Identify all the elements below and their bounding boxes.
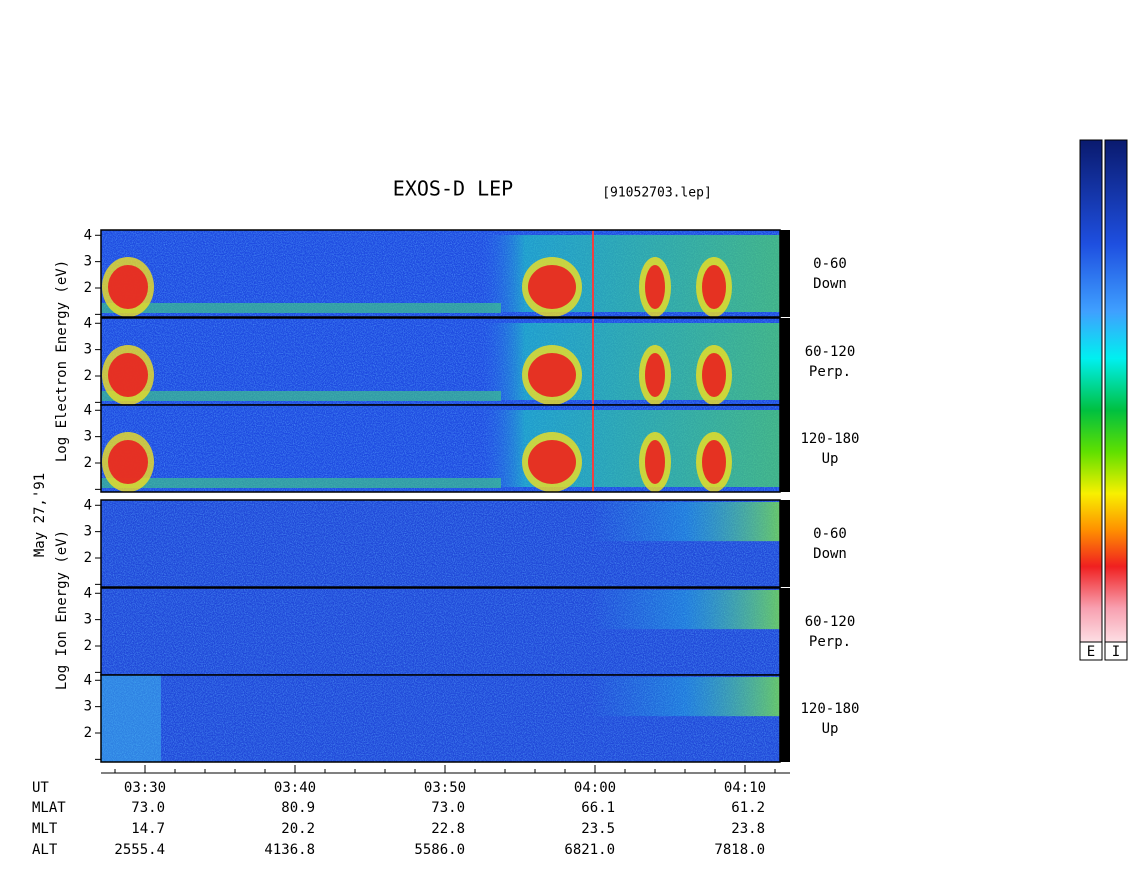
ephemeris-value: 80.9 bbox=[281, 800, 315, 816]
y-tick-label: 3 bbox=[84, 429, 92, 445]
colorbar bbox=[1079, 139, 1103, 661]
time-tick-label: 03:30 bbox=[124, 780, 166, 796]
y-tick-label: 4 bbox=[84, 585, 92, 601]
spectrogram-feature bbox=[480, 323, 780, 400]
y-tick-label: 3 bbox=[84, 524, 92, 540]
spectrogram-feature bbox=[590, 502, 780, 542]
spectrogram-feature bbox=[645, 440, 665, 484]
panel-frame bbox=[100, 404, 781, 493]
chart-title: EXOS-D LEP bbox=[393, 177, 513, 201]
y-tick-label: 2 bbox=[84, 725, 92, 741]
spectrogram-feature bbox=[101, 478, 501, 488]
panel-direction: Down bbox=[813, 546, 847, 562]
time-tick-label: 04:10 bbox=[724, 780, 766, 796]
y-tick-label: 2 bbox=[84, 638, 92, 654]
panel-direction: Perp. bbox=[809, 364, 851, 380]
colorbar-label-box bbox=[1104, 641, 1128, 661]
ephemeris-value: 61.2 bbox=[731, 800, 765, 816]
spectrogram-feature bbox=[108, 353, 148, 397]
panel-frame bbox=[100, 229, 781, 318]
ephemeris-value: 23.5 bbox=[581, 821, 615, 837]
spectrogram-feature bbox=[590, 590, 780, 630]
panel-edge bbox=[780, 318, 790, 405]
y-tick-label: 4 bbox=[84, 227, 92, 243]
panel-angle: 0-60 bbox=[813, 256, 847, 272]
panel-edge bbox=[780, 405, 790, 492]
spectrogram-feature bbox=[645, 353, 665, 397]
spectrogram-feature bbox=[528, 440, 576, 484]
y-tick-label: 3 bbox=[84, 612, 92, 628]
ephemeris-value: 2555.4 bbox=[114, 842, 165, 858]
colorbar-label: I bbox=[1112, 644, 1120, 660]
y-tick-label: 4 bbox=[84, 315, 92, 331]
spectrogram-feature bbox=[528, 265, 576, 309]
spectrogram-feature bbox=[108, 440, 148, 484]
ephemeris-value: 7818.0 bbox=[714, 842, 765, 858]
spectrogram-feature bbox=[702, 440, 726, 484]
spectrogram-feature bbox=[702, 353, 726, 397]
y-tick-label: 2 bbox=[84, 455, 92, 471]
ephemeris-value: 14.7 bbox=[131, 821, 165, 837]
spectrogram-feature bbox=[101, 391, 501, 401]
panel-angle: 0-60 bbox=[813, 526, 847, 542]
y-tick-label: 4 bbox=[84, 497, 92, 513]
ephemeris-value: 5586.0 bbox=[414, 842, 465, 858]
y-tick-label: 2 bbox=[84, 368, 92, 384]
y-tick-label: 3 bbox=[84, 699, 92, 715]
panel-angle: 60-120 bbox=[805, 344, 856, 360]
ephemeris-value: 20.2 bbox=[281, 821, 315, 837]
panel-direction: Up bbox=[822, 451, 839, 467]
panel-angle: 120-180 bbox=[800, 431, 859, 447]
y-tick-label: 3 bbox=[84, 342, 92, 358]
ephemeris-value: 66.1 bbox=[581, 800, 615, 816]
y-tick-label: 2 bbox=[84, 550, 92, 566]
ephemeris-value: 73.0 bbox=[431, 800, 465, 816]
ephemeris-value: 6821.0 bbox=[564, 842, 615, 858]
y-tick-label: 2 bbox=[84, 280, 92, 296]
y-tick-label: 4 bbox=[84, 402, 92, 418]
panel-angle: 60-120 bbox=[805, 614, 856, 630]
row-label: MLAT bbox=[32, 800, 66, 816]
y-tick-label: 4 bbox=[84, 672, 92, 688]
electron-axis-label: Log Electron Energy (eV) bbox=[54, 260, 70, 462]
panel-direction: Down bbox=[813, 276, 847, 292]
spectrogram-feature bbox=[702, 265, 726, 309]
panel-edge bbox=[780, 500, 790, 587]
row-label: ALT bbox=[32, 842, 58, 858]
ephemeris-value: 73.0 bbox=[131, 800, 165, 816]
ephemeris-value: 23.8 bbox=[731, 821, 765, 837]
ephemeris-value: 22.8 bbox=[431, 821, 465, 837]
date-label: May 27,'91 bbox=[32, 473, 48, 557]
spectrogram-feature bbox=[480, 410, 780, 487]
row-label: MLT bbox=[32, 821, 58, 837]
spectrogram-feature bbox=[528, 353, 576, 397]
panel-frame bbox=[100, 499, 781, 588]
panel-frame bbox=[100, 674, 781, 763]
panel-direction: Perp. bbox=[809, 634, 851, 650]
spectrogram-feature bbox=[590, 677, 780, 717]
spectrogram-feature bbox=[108, 265, 148, 309]
spectrogram-feature bbox=[480, 235, 780, 312]
time-tick-label: 03:40 bbox=[274, 780, 316, 796]
file-name: [91052703.lep] bbox=[602, 186, 712, 201]
panel-direction: Up bbox=[822, 721, 839, 737]
panel-edge bbox=[780, 675, 790, 762]
y-tick-label: 3 bbox=[84, 254, 92, 270]
panel-edge bbox=[780, 230, 790, 317]
time-tick-label: 03:50 bbox=[424, 780, 466, 796]
panel-angle: 120-180 bbox=[800, 701, 859, 717]
spectrogram-feature bbox=[645, 265, 665, 309]
panel-edge bbox=[780, 588, 790, 675]
spectrogram-feature bbox=[101, 303, 501, 313]
ion-axis-label: Log Ion Energy (eV) bbox=[54, 530, 70, 690]
time-tick-label: 04:00 bbox=[574, 780, 616, 796]
spectrogram-feature bbox=[101, 675, 161, 762]
row-label: UT bbox=[32, 780, 49, 796]
colorbar bbox=[1104, 139, 1128, 661]
ephemeris-value: 4136.8 bbox=[264, 842, 315, 858]
colorbar-label: E bbox=[1087, 644, 1095, 660]
colorbar-label-box bbox=[1079, 641, 1103, 661]
